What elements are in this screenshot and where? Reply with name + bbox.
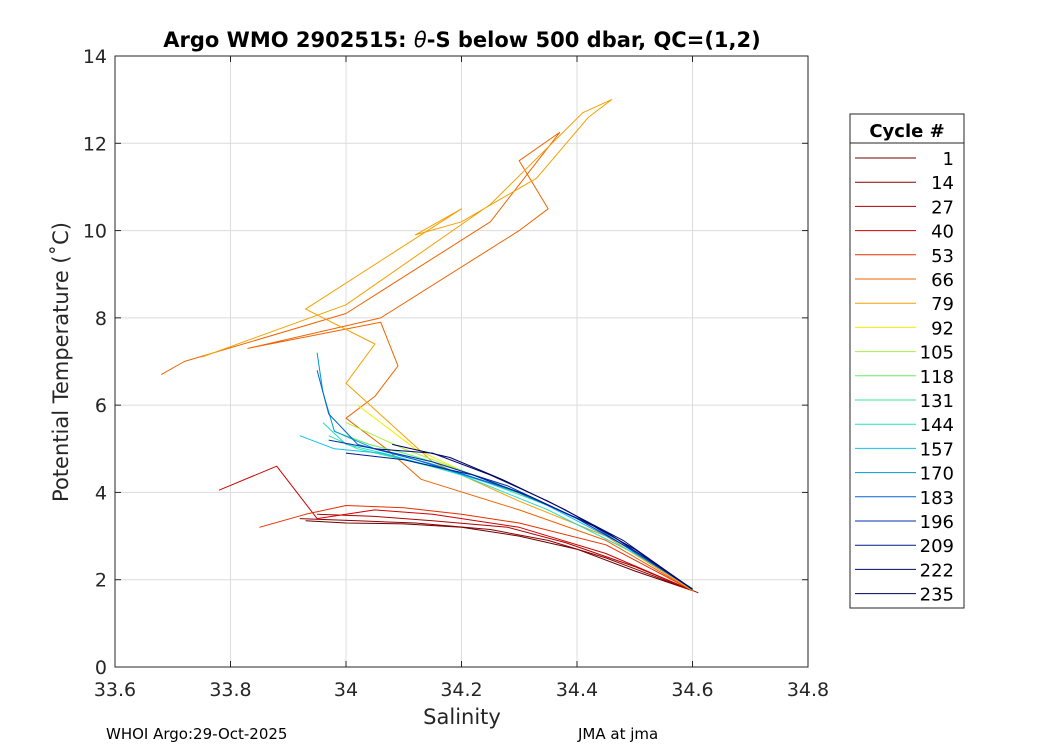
legend-label: 222 xyxy=(920,560,954,581)
series-line-cycle-40 xyxy=(218,465,693,592)
x-axis-label: Salinity xyxy=(423,705,501,729)
chart-title: Argo WMO 2902515: θ-S below 500 dbar, QC… xyxy=(163,28,760,52)
series-line-cycle-235 xyxy=(392,443,693,590)
y-tick-label: 6 xyxy=(95,395,107,417)
series-line-cycle-1 xyxy=(305,520,693,592)
legend-label: 105 xyxy=(920,343,954,364)
x-tick-label: 34 xyxy=(334,679,358,701)
legend-label: 235 xyxy=(920,585,954,606)
series-line-cycle-14 xyxy=(299,518,693,592)
x-tick-label: 34.2 xyxy=(440,679,482,701)
series-lines xyxy=(160,99,699,594)
footer-source: WHOI Argo:29-Oct-2025 xyxy=(106,725,288,743)
x-tick-label: 33.6 xyxy=(94,679,136,701)
x-tick-label: 34.6 xyxy=(671,679,713,701)
legend-label: 1 xyxy=(943,149,954,170)
legend-label: 157 xyxy=(920,439,954,460)
axis-ticks: 33.6 33.8 34 34.2 34.4 34.6 34.8 0 2 4 6 8 10 12 14 xyxy=(83,46,829,701)
legend-label: 170 xyxy=(920,464,954,485)
legend-label: 92 xyxy=(931,318,954,339)
y-tick-label: 2 xyxy=(95,570,107,592)
legend-label: 144 xyxy=(920,415,954,436)
series-line-cycle-53 xyxy=(259,505,693,592)
series-line-cycle-27 xyxy=(317,513,699,594)
y-axis-label: Potential Temperature (˚C) xyxy=(49,222,73,502)
legend-label: 131 xyxy=(920,391,954,412)
series-line-cycle-144 xyxy=(322,422,693,589)
grid-lines xyxy=(114,55,809,668)
legend-label: 79 xyxy=(931,294,954,315)
series-line-cycle-92 xyxy=(357,404,462,472)
legend-label: 118 xyxy=(920,367,954,388)
legend-label: 14 xyxy=(931,173,954,194)
y-tick-label: 14 xyxy=(83,46,107,68)
footer-owner: JMA at jma xyxy=(578,725,659,743)
legend-title: Cycle # xyxy=(869,121,944,142)
y-tick-label: 0 xyxy=(95,657,107,679)
legend-entries: 1 14 27 40 53 66 79 92 105 118 131 144 157 170 183 196 2… xyxy=(855,149,954,606)
legend-label: 209 xyxy=(920,536,954,557)
legend-label: 183 xyxy=(920,488,954,509)
legend-label: 53 xyxy=(931,246,954,267)
x-tick-label: 33.8 xyxy=(209,679,251,701)
legend-box xyxy=(849,113,965,609)
legend: Cycle # 1 14 27 40 53 66 79 92 105 118 131 144 157 17… xyxy=(849,113,965,609)
series-line-cycle-183 xyxy=(316,370,693,590)
legend-label: 196 xyxy=(920,512,954,533)
legend-label: 27 xyxy=(931,197,954,218)
legend-label: 40 xyxy=(931,222,954,243)
x-tick-label: 34.4 xyxy=(556,679,598,701)
y-tick-label: 8 xyxy=(95,308,107,330)
series-line-cycle-222 xyxy=(374,448,693,590)
y-tick-label: 10 xyxy=(83,221,107,243)
series-line-cycle-66 xyxy=(160,131,693,592)
y-tick-label: 4 xyxy=(95,482,107,504)
legend-label: 66 xyxy=(931,270,954,291)
x-tick-label: 34.8 xyxy=(787,679,829,701)
y-tick-label: 12 xyxy=(83,133,107,155)
